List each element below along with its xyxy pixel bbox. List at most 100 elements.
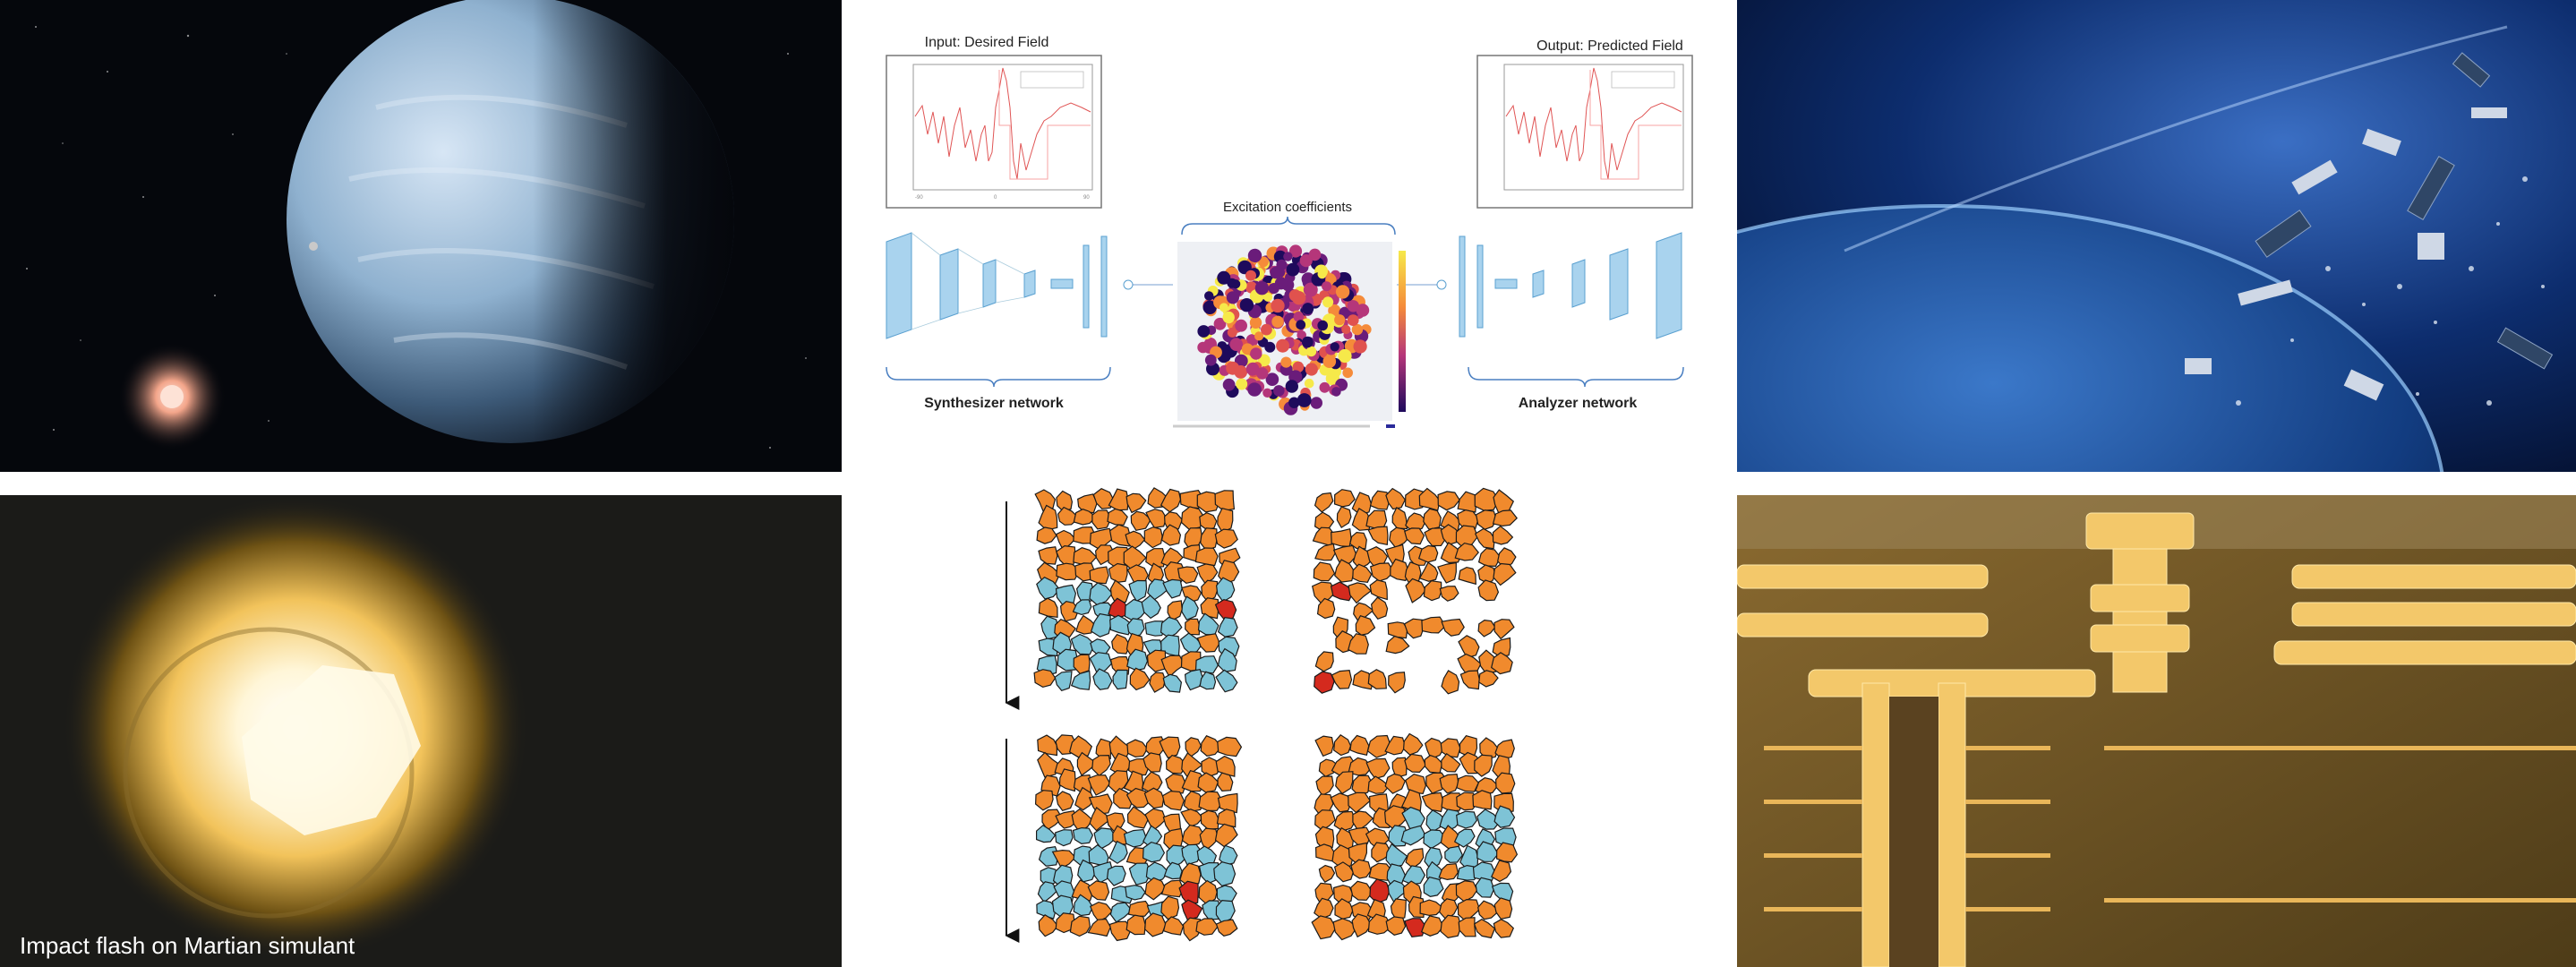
coefficient-dot bbox=[1341, 324, 1351, 335]
coefficient-dot bbox=[1322, 296, 1334, 308]
grain bbox=[1369, 878, 1391, 904]
grain-panel-bottom-right bbox=[1311, 732, 1519, 941]
grain bbox=[1479, 737, 1499, 760]
grain bbox=[1213, 861, 1237, 887]
coefficient-dot bbox=[1310, 397, 1322, 409]
grain bbox=[1444, 845, 1464, 863]
grain bbox=[1130, 510, 1152, 531]
grain bbox=[1123, 545, 1147, 571]
grain bbox=[1478, 670, 1499, 688]
grain bbox=[1314, 735, 1334, 757]
grain bbox=[1059, 601, 1080, 622]
grain bbox=[1493, 619, 1515, 640]
grain bbox=[1108, 770, 1129, 794]
grain bbox=[1423, 580, 1442, 602]
coefficient-scatter bbox=[1197, 244, 1372, 415]
grain bbox=[1314, 543, 1336, 561]
grain bbox=[1458, 635, 1480, 659]
grain bbox=[1149, 672, 1167, 693]
coefficient-dot bbox=[1250, 347, 1262, 360]
grain bbox=[1055, 829, 1074, 847]
grain bbox=[1472, 790, 1493, 810]
grain bbox=[1348, 633, 1369, 655]
grain bbox=[1126, 806, 1150, 829]
input-title: Input: Desired Field bbox=[925, 35, 1049, 50]
grain bbox=[1493, 562, 1517, 586]
coefficient-dot bbox=[1245, 270, 1256, 281]
coefficient-dot bbox=[1303, 282, 1318, 297]
grain bbox=[1185, 618, 1201, 636]
grain bbox=[1457, 491, 1477, 513]
grain bbox=[1055, 529, 1076, 552]
grain bbox=[1056, 562, 1081, 581]
grain bbox=[1092, 668, 1113, 690]
grain bbox=[1497, 547, 1517, 569]
grain bbox=[1123, 828, 1148, 848]
grain bbox=[1087, 918, 1111, 937]
grain bbox=[1217, 507, 1234, 534]
grain bbox=[1129, 667, 1151, 691]
coefficient-dot bbox=[1334, 314, 1346, 326]
microchip-image bbox=[1737, 495, 2576, 967]
grain bbox=[1417, 544, 1439, 563]
grain bbox=[1348, 757, 1373, 776]
synthesizer-layers bbox=[886, 232, 1134, 339]
grain bbox=[1128, 862, 1151, 886]
grain bbox=[1177, 566, 1199, 585]
grain bbox=[1456, 810, 1478, 829]
grain bbox=[1109, 902, 1133, 923]
grain bbox=[1145, 509, 1168, 529]
grain bbox=[1387, 879, 1409, 903]
grain-diagram-svg bbox=[869, 484, 1728, 967]
grain bbox=[1474, 487, 1500, 511]
grain bbox=[1458, 917, 1476, 937]
network-diagram: Input: Desired Field -90 0 90 Output: Pred… bbox=[869, 0, 1728, 472]
grain bbox=[1367, 526, 1389, 546]
grain bbox=[1072, 599, 1092, 616]
grain bbox=[1384, 735, 1407, 756]
grain bbox=[1474, 754, 1493, 777]
grain bbox=[1439, 898, 1459, 920]
grain bbox=[1041, 809, 1064, 831]
coefficient-dot bbox=[1317, 270, 1327, 279]
coefficient-dot bbox=[1229, 338, 1244, 352]
grain bbox=[1333, 861, 1355, 883]
grain bbox=[1034, 790, 1054, 811]
coefficient-dot bbox=[1254, 281, 1270, 295]
grain-panel-top-right bbox=[1312, 487, 1519, 695]
grain bbox=[1441, 618, 1465, 637]
coefficient-dot bbox=[1301, 272, 1315, 287]
earth bbox=[1737, 206, 2443, 472]
lens-halo bbox=[123, 627, 415, 919]
coefficient-dot bbox=[1297, 393, 1312, 407]
grain bbox=[1493, 805, 1516, 828]
grain bbox=[1423, 829, 1447, 850]
grain bbox=[1476, 809, 1501, 830]
impact-flash-illustration bbox=[0, 495, 842, 967]
grain bbox=[1108, 562, 1128, 583]
grain bbox=[1439, 773, 1459, 794]
coefficient-dot bbox=[1305, 363, 1318, 376]
coefficient-dot bbox=[1302, 303, 1314, 315]
coefficient-dot bbox=[1342, 367, 1353, 379]
coefficient-dot bbox=[1330, 342, 1339, 352]
grain bbox=[1182, 917, 1202, 942]
grain bbox=[1352, 545, 1375, 569]
grain bbox=[1492, 525, 1514, 545]
grain bbox=[1126, 648, 1149, 672]
coefficient-dot bbox=[1288, 397, 1300, 408]
grain bbox=[1336, 506, 1352, 529]
grain bbox=[1404, 753, 1427, 774]
synthesizer-label: Synthesizer network bbox=[924, 396, 1064, 411]
grain bbox=[1145, 548, 1166, 568]
grain bbox=[1439, 586, 1459, 602]
coefficient-dot bbox=[1263, 292, 1273, 302]
grain bbox=[1178, 880, 1199, 905]
grain bbox=[1330, 792, 1352, 813]
grain bbox=[1351, 492, 1373, 516]
grain bbox=[1425, 809, 1447, 833]
grain bbox=[1423, 876, 1444, 898]
coefficient-dot bbox=[1264, 341, 1276, 353]
coefficient-dot bbox=[1237, 260, 1252, 275]
grain bbox=[1125, 914, 1146, 936]
